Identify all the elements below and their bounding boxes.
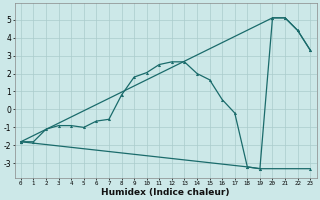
X-axis label: Humidex (Indice chaleur): Humidex (Indice chaleur): [101, 188, 230, 197]
